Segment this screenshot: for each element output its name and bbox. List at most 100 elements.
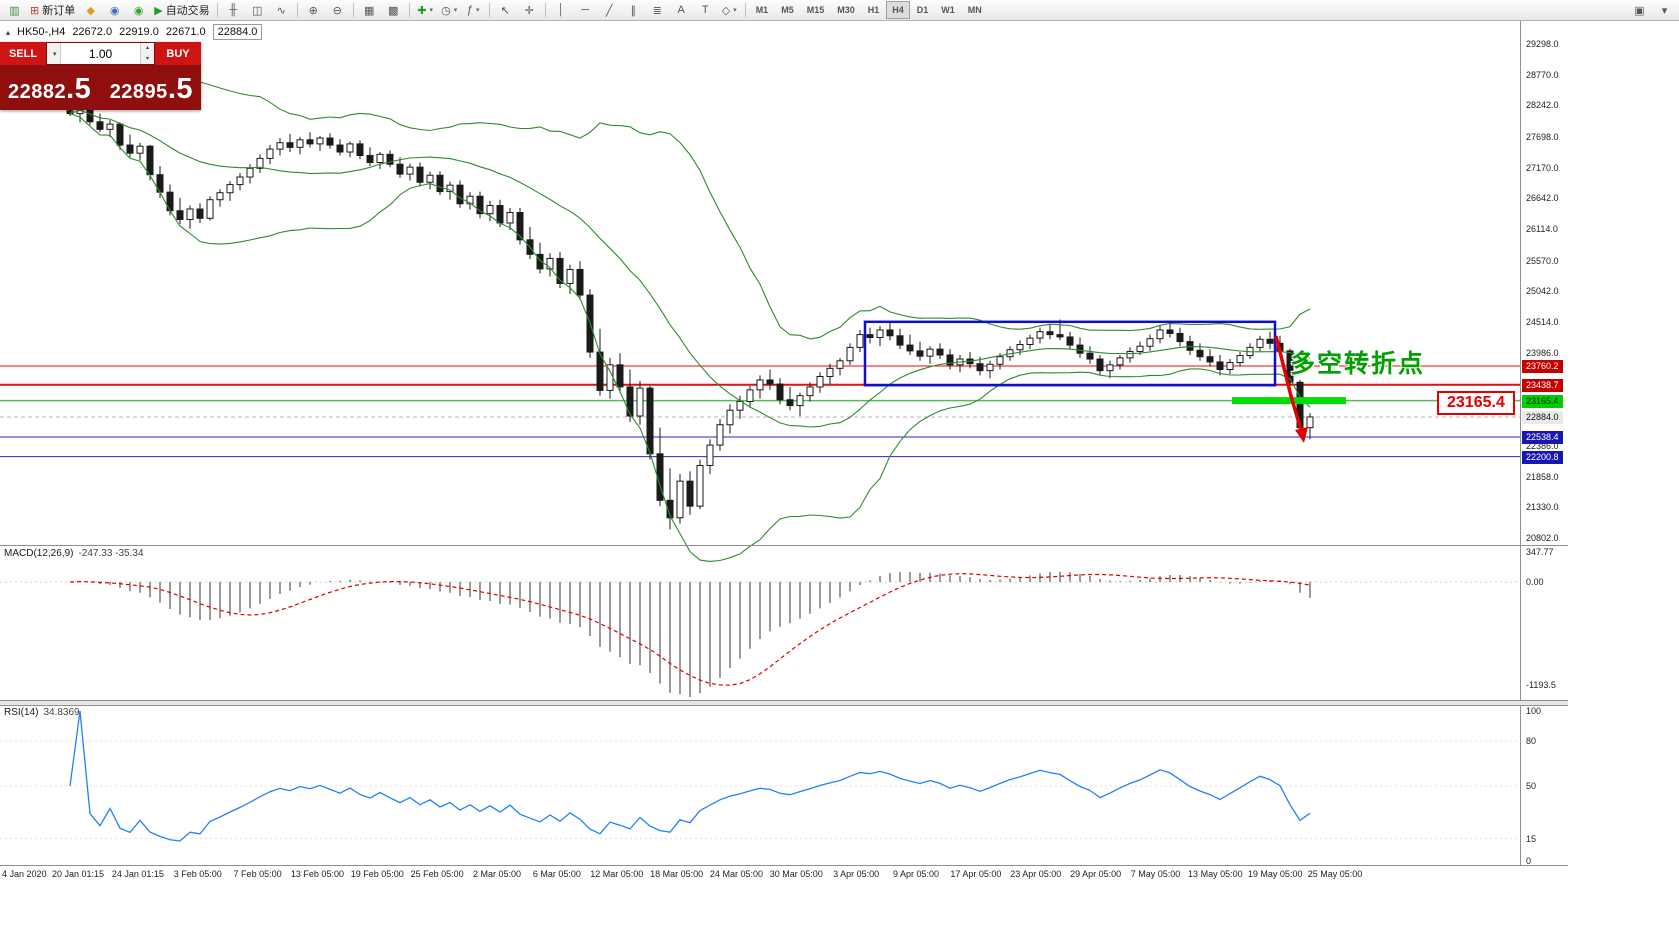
candle bbox=[1156, 325, 1164, 344]
candlestick-chart-button[interactable]: ◫ bbox=[246, 2, 269, 19]
timeframe-m5-button[interactable]: M5 bbox=[781, 5, 794, 15]
down-arrow-annotation[interactable] bbox=[1274, 335, 1303, 431]
toolbar-separator bbox=[488, 3, 490, 17]
candle bbox=[896, 328, 904, 350]
candle bbox=[296, 136, 304, 155]
timeframe-h1-button[interactable]: H1 bbox=[867, 5, 880, 15]
candle bbox=[186, 205, 194, 229]
date-label: 13 May 05:00 bbox=[1188, 869, 1243, 879]
rsi-line bbox=[69, 710, 1311, 842]
macd-panel-separator[interactable] bbox=[0, 545, 1568, 546]
chart-shift-button[interactable]: ▣ bbox=[1628, 2, 1651, 19]
price-tick: 29298.0 bbox=[1526, 38, 1559, 49]
tile-windows-button[interactable]: ▦ bbox=[358, 2, 381, 19]
candle bbox=[556, 252, 564, 289]
timeframe-h4-button[interactable]: H4 bbox=[886, 1, 910, 19]
auto-arrange-button[interactable]: ▩ bbox=[382, 2, 405, 19]
line-chart-button[interactable]: ∿ bbox=[270, 2, 293, 19]
period-icon: ◷ bbox=[441, 4, 451, 17]
horizontal-line-button[interactable]: ─ bbox=[574, 2, 597, 19]
candle bbox=[1036, 327, 1044, 344]
candle bbox=[836, 357, 844, 376]
consolidation-box[interactable] bbox=[863, 320, 1277, 387]
zoom-out-button[interactable]: ⊖ bbox=[326, 2, 349, 19]
timeframe-m30-button[interactable]: M30 bbox=[837, 5, 855, 15]
symbol-header: ▴ HK50-,H4 22672.0 22919.0 22671.0 22884… bbox=[6, 24, 263, 40]
new-chart-button[interactable]: ✚ ▾ bbox=[414, 2, 437, 19]
community-button[interactable]: ◉ bbox=[127, 2, 150, 19]
date-label: 30 Mar 05:00 bbox=[769, 869, 823, 879]
volume-increase-button[interactable]: ▴ bbox=[141, 43, 154, 54]
window-menu-button[interactable]: ▾ bbox=[1653, 2, 1676, 19]
price-scale[interactable]: 29298.0 28770.0 28242.0 27698.0 27170.0 26642… bbox=[1521, 21, 1621, 866]
new-order-button[interactable]: ⊞ 新订单 bbox=[30, 4, 76, 18]
timeframe-w1-button[interactable]: W1 bbox=[941, 5, 955, 15]
toolbar-separator bbox=[352, 3, 354, 17]
app-chart-icon-icon: ▥ bbox=[9, 4, 20, 17]
macd-tick: 347.77 bbox=[1526, 547, 1554, 558]
market-watch-button[interactable]: ◆ bbox=[79, 2, 102, 19]
indicators-button[interactable]: ƒ ▾ bbox=[462, 2, 485, 19]
candle bbox=[106, 120, 114, 137]
timeframe-m1-button[interactable]: M1 bbox=[755, 5, 769, 15]
accounts-button[interactable]: ◉ bbox=[103, 2, 126, 19]
period-button[interactable]: ◷ ▾ bbox=[438, 2, 461, 19]
timeframe-d1-button[interactable]: D1 bbox=[916, 5, 929, 15]
candle bbox=[476, 191, 484, 219]
rsi-panel-splitter[interactable] bbox=[0, 700, 1568, 706]
low-value: 22671.0 bbox=[165, 26, 206, 38]
price-callout: 23165.4 bbox=[1437, 391, 1515, 415]
cursor-button[interactable]: ↖ bbox=[494, 2, 517, 19]
candle bbox=[1046, 324, 1054, 340]
bollinger-middle bbox=[69, 109, 1311, 428]
date-label: 19 Feb 05:00 bbox=[350, 869, 404, 879]
autotrading-button[interactable]: ▶ 自动交易 bbox=[154, 4, 210, 18]
price-level-badge: 22200.8 bbox=[1522, 450, 1563, 464]
rsi-tick: 100 bbox=[1526, 706, 1542, 716]
candle bbox=[136, 142, 144, 161]
app-chart-icon[interactable]: ▥ bbox=[3, 2, 26, 19]
candle bbox=[716, 418, 724, 451]
time-axis[interactable]: 4 Jan 2020 20 Jan 01:15 24 Jan 01:15 3 Feb … bbox=[0, 866, 1520, 884]
toolbar-separator bbox=[216, 3, 218, 17]
toolbar-separator bbox=[744, 3, 746, 17]
candle bbox=[516, 207, 524, 245]
volume-input[interactable] bbox=[61, 43, 140, 64]
equidistant-channel-button[interactable]: ∥ bbox=[622, 2, 645, 19]
candle bbox=[286, 133, 294, 153]
auto-arrange-icon: ▩ bbox=[387, 4, 399, 17]
candle bbox=[566, 264, 574, 294]
trendline-button[interactable]: ╱ bbox=[598, 2, 621, 19]
sell-button[interactable]: SELL bbox=[0, 42, 46, 65]
candle bbox=[416, 162, 424, 187]
buy-button[interactable]: BUY bbox=[155, 42, 201, 65]
text-label-button[interactable]: T bbox=[694, 2, 717, 19]
bar-chart-button[interactable]: ╫ bbox=[222, 2, 245, 19]
candle bbox=[316, 135, 324, 151]
price-level-badge: 22538.4 bbox=[1522, 431, 1563, 445]
volume-decrease-button[interactable]: ▾ bbox=[141, 53, 154, 64]
volume-dropdown-icon[interactable]: ▾ bbox=[47, 43, 61, 64]
fibonacci-button[interactable]: ≣ bbox=[646, 2, 669, 19]
candle bbox=[786, 386, 794, 411]
arrows-button[interactable]: ◇ ▾ bbox=[718, 2, 741, 19]
crosshair-button[interactable]: ✛ bbox=[518, 2, 541, 19]
date-label: 3 Apr 05:00 bbox=[833, 869, 880, 879]
price-tick: 22386.0 bbox=[1526, 440, 1559, 451]
scale-separator[interactable] bbox=[1520, 21, 1521, 866]
zoom-in-button[interactable]: ⊕ bbox=[302, 2, 325, 19]
candle bbox=[1206, 349, 1214, 367]
chevron-down-icon: ▾ bbox=[429, 7, 434, 14]
timeframe-m15-button[interactable]: M15 bbox=[806, 5, 825, 15]
text-button[interactable]: A bbox=[670, 2, 693, 19]
bar-chart-icon: ╫ bbox=[229, 4, 238, 16]
macd-tick: 0.00 bbox=[1526, 577, 1544, 587]
time-axis-separator[interactable] bbox=[0, 865, 1568, 866]
trendline-icon: ╱ bbox=[605, 4, 613, 17]
candle bbox=[436, 171, 444, 196]
vertical-line-button[interactable]: │ bbox=[550, 2, 573, 19]
timeframe-mn-button[interactable]: MN bbox=[967, 5, 982, 15]
zoom-out-icon: ⊖ bbox=[332, 4, 342, 17]
